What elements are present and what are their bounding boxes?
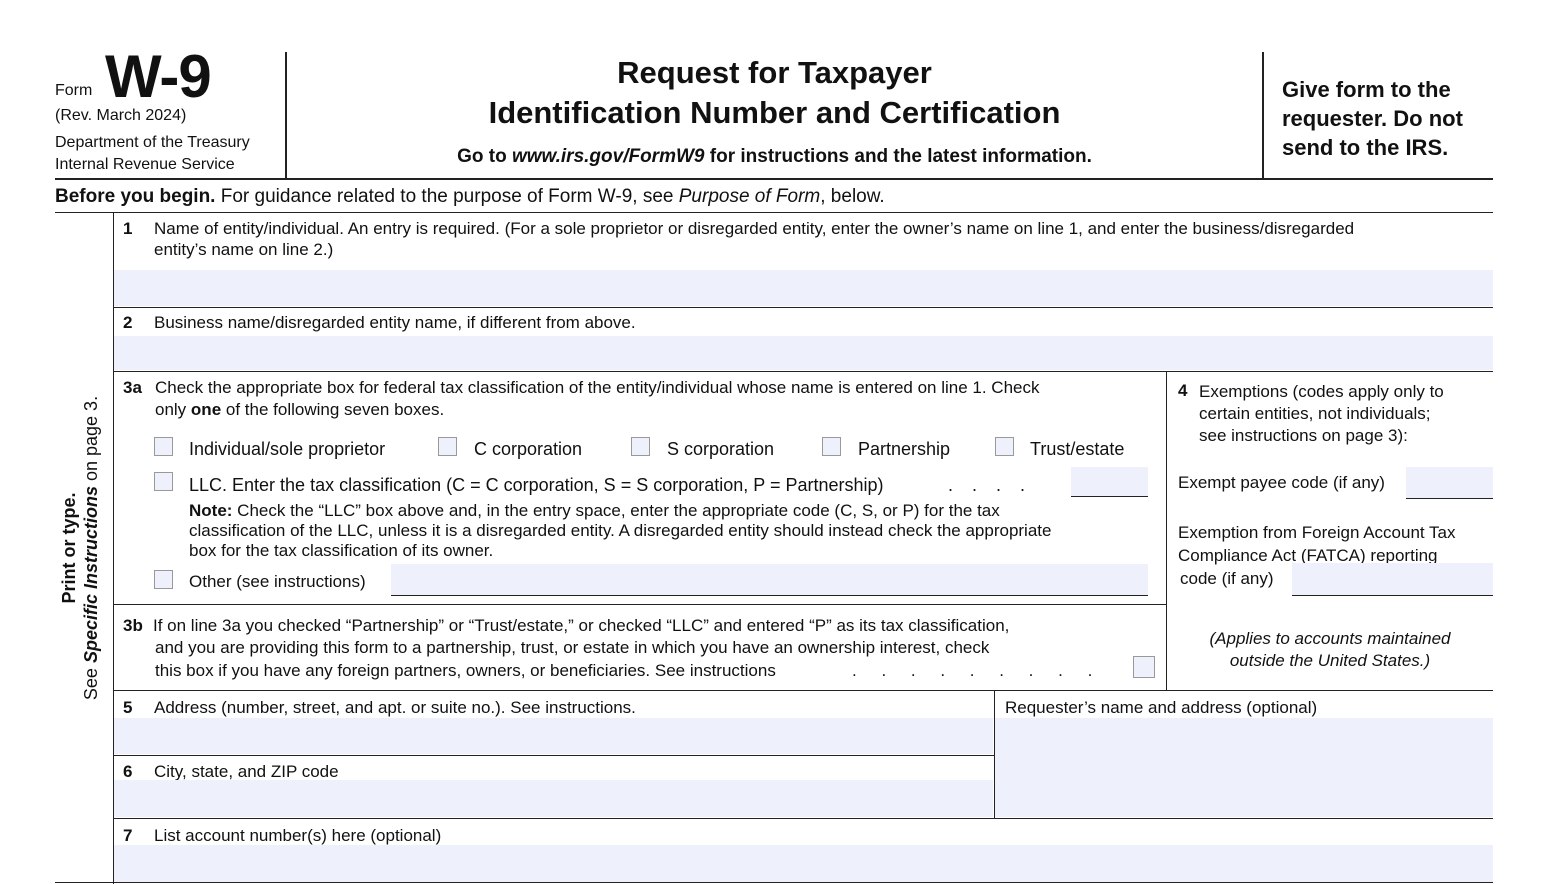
line1-number: 1 (123, 219, 133, 238)
before-bold: Before you begin. (55, 186, 216, 207)
llc-dots: . . . . (948, 475, 1026, 495)
line3a-number: 3a (123, 378, 142, 397)
individual-checkbox[interactable] (154, 437, 173, 456)
trust-estate-checkbox[interactable] (995, 437, 1014, 456)
before-you-begin: Before you begin. For guidance related t… (55, 186, 885, 208)
give-form-line: requester. Do not (1282, 106, 1463, 131)
llc-label: LLC. Enter the tax classification (C = C… (189, 475, 884, 495)
agency: Internal Revenue Service (55, 156, 235, 173)
s-corporation-checkbox[interactable] (631, 437, 650, 456)
department: Department of the Treasury (55, 134, 250, 151)
c-corporation-label: C corporation (474, 439, 583, 459)
llc-classification-input[interactable] (1071, 467, 1148, 497)
line5-number: 5 (123, 698, 133, 717)
line2-label: Business name/disregarded entity name, i… (154, 313, 636, 332)
line1-label: Name of entity/individual. An entry is r… (154, 219, 1355, 238)
line1-label-2: entity’s name on line 2.) (154, 240, 334, 259)
title-line1: Request for Taxpayer (617, 55, 932, 90)
other-checkbox[interactable] (154, 570, 173, 589)
line4-label: Exemptions (codes apply only to certain e… (1199, 382, 1444, 445)
llc-checkbox[interactable] (154, 472, 173, 491)
llc-note: Note: Check the “LLC” box above and, in … (189, 501, 1052, 560)
side-italic: Specific Instructions (81, 486, 101, 664)
before-end: , below. (820, 186, 885, 207)
goto-instructions: Go to www.irs.gov/FormW9 for instruction… (286, 146, 1263, 168)
partnership-label: Partnership (858, 439, 951, 459)
side-instructions: Print or type. See Specific Instructions… (58, 396, 102, 700)
c-corporation-checkbox[interactable] (438, 437, 457, 456)
fatca-code-input[interactable] (1292, 563, 1493, 596)
exempt-payee-label: Exempt payee code (if any) (1178, 473, 1385, 492)
requester-input[interactable] (995, 718, 1493, 817)
line3b-label-2: and you are providing this form to a par… (155, 638, 990, 657)
print-or-type: Print or type. (59, 492, 79, 604)
goto-prefix: Go to (457, 146, 512, 167)
side-rest: on page 3. (81, 395, 101, 487)
line2-input[interactable] (114, 336, 1493, 370)
line5-label: Address (number, street, and apt. or sui… (154, 698, 636, 717)
irs-link[interactable]: www.irs.gov/FormW9 (511, 146, 705, 167)
give-form-line: Give form to the (1282, 77, 1451, 102)
give-form-note: Give form to the requester. Do not send to… (1282, 75, 1463, 162)
individual-label: Individual/sole proprietor (189, 439, 386, 459)
line3a-label-2: only one of the following seven boxes. (155, 400, 445, 419)
give-form-line: send to the IRS. (1282, 135, 1449, 160)
requester-label: Requester’s name and address (optional) (1005, 698, 1318, 717)
line6-number: 6 (123, 762, 133, 781)
account-numbers-input[interactable] (114, 845, 1493, 882)
line6-label: City, state, and ZIP code (154, 762, 339, 781)
fatca-label: Exemption from Foreign Account Tax Compli… (1178, 523, 1456, 588)
line3b-label-3: this box if you have any foreign partner… (155, 661, 776, 680)
title-line2: Identification Number and Certification (488, 95, 1061, 130)
goto-suffix: for instructions and the latest informat… (704, 146, 1092, 167)
line4-number: 4 (1178, 381, 1188, 400)
trust-estate-label: Trust/estate (1030, 439, 1125, 459)
form-number: W-9 (105, 43, 212, 110)
fatca-applies-note: (Applies to accounts maintained outside t… (1209, 629, 1451, 670)
s-corporation-label: S corporation (667, 439, 775, 459)
line1-input[interactable] (114, 270, 1493, 306)
purpose-link: Purpose of Form (678, 186, 821, 207)
form-label: Form (55, 82, 93, 99)
line3b-number: 3b (123, 616, 143, 635)
line2-number: 2 (123, 313, 133, 332)
before-text: For guidance related to the purpose of F… (215, 186, 679, 207)
line7-number: 7 (123, 826, 133, 845)
partnership-checkbox[interactable] (822, 437, 841, 456)
line3b-label: If on line 3a you checked “Partnership” … (153, 616, 1010, 635)
address-input[interactable] (114, 718, 993, 754)
line7-label: List account number(s) here (optional) (154, 826, 442, 845)
other-label: Other (see instructions) (189, 572, 366, 591)
exempt-payee-input[interactable] (1406, 467, 1493, 499)
other-input[interactable] (391, 564, 1148, 596)
revision: (Rev. March 2024) (55, 107, 187, 124)
side-see: See (81, 663, 101, 701)
line3a-label: Check the appropriate box for federal ta… (155, 378, 1040, 397)
city-state-zip-input[interactable] (114, 780, 993, 817)
foreign-partners-checkbox[interactable] (1133, 656, 1155, 678)
line3b-dots: . . . . . . . . . (852, 661, 1093, 680)
